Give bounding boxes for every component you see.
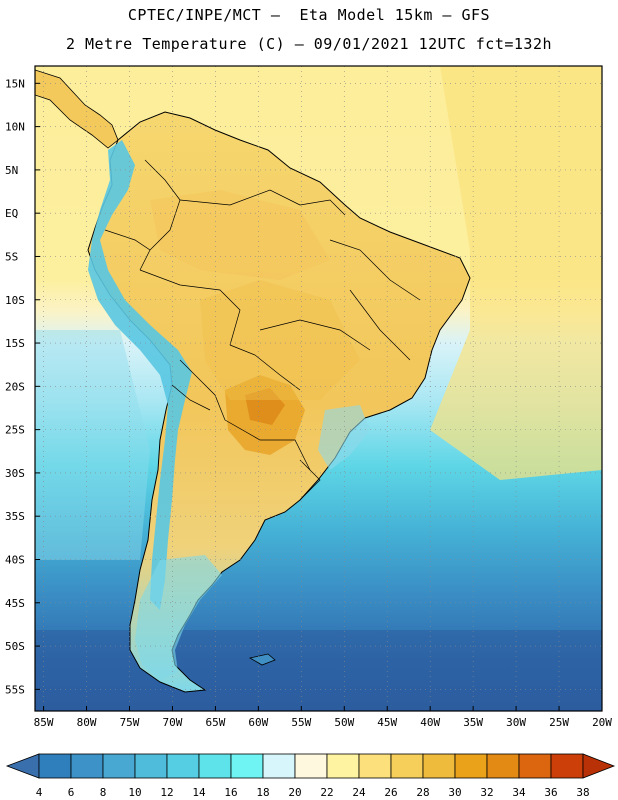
lon-label: 60W (248, 716, 268, 729)
se-brazil-cool (318, 405, 370, 470)
colorbar-box (38, 753, 72, 779)
colorbar-label: 8 (100, 786, 107, 799)
colorbar-box (358, 753, 392, 779)
chart-subtitle: 2 Metre Temperature (C) – 09/01/2021 12U… (65, 35, 553, 53)
warm-amazon (150, 190, 330, 280)
lat-label: 40S (5, 553, 25, 566)
colorbar-label: 16 (224, 786, 237, 799)
colorbar-label: 28 (416, 786, 429, 799)
lat-label: 35S (5, 510, 25, 523)
colorbar-box (134, 753, 168, 779)
colorbar-label: 18 (256, 786, 269, 799)
central-america (35, 69, 119, 149)
falkland-islands (248, 653, 276, 666)
andes (88, 140, 192, 610)
colorbar-arrow-left (5, 753, 40, 779)
lat-label: 30S (5, 467, 25, 480)
lon-label: 25W (549, 716, 569, 729)
lat-label: 10N (5, 121, 25, 134)
colorbar-label: 12 (160, 786, 173, 799)
colorbar-label: 36 (544, 786, 557, 799)
colorbar-box (550, 753, 584, 779)
colorbar-label: 22 (320, 786, 333, 799)
colorbar-box (262, 753, 296, 779)
lat-label: 45S (5, 597, 25, 610)
chart-title: CPTEC/INPE/MCT – Eta Model 15km – GFS (127, 6, 491, 24)
colorbar-label: 14 (192, 786, 206, 799)
colorbar-box (230, 753, 264, 779)
latitude-labels: 15N 10N 5N EQ 5S 10S 15S 20S 25S 30S 35S 40S 45S 50S 5… (5, 77, 40, 696)
lon-label: 80W (77, 716, 97, 729)
lon-label: 50W (334, 716, 354, 729)
colorbar-label: 4 (36, 786, 43, 799)
colorbar-box (102, 753, 136, 779)
colorbar-box (422, 753, 456, 779)
colorbar-label: 20 (288, 786, 301, 799)
colorbar-label: 6 (68, 786, 75, 799)
lon-label: 20W (592, 716, 612, 729)
colorbar-box (294, 753, 328, 779)
lon-label: 65W (205, 716, 225, 729)
lat-label: 55S (5, 683, 25, 696)
lon-label: 85W (34, 716, 54, 729)
colorbar-box (486, 753, 520, 779)
longitude-labels: 85W 80W 75W 70W 65W 60W 55W 50W 45W 40W 35W 30W 25W 2… (34, 706, 612, 729)
lat-label: 5S (5, 250, 18, 263)
cold-pacific-band (35, 330, 150, 560)
lon-label: 35W (463, 716, 483, 729)
colorbar-box (166, 753, 200, 779)
lon-label: 40W (420, 716, 440, 729)
lat-label: 25S (5, 424, 25, 437)
lon-label: 75W (120, 716, 140, 729)
colorbar-box (518, 753, 552, 779)
lat-label: 5N (5, 164, 18, 177)
colorbar-labels: 4 6 8 10 12 14 16 18 20 22 24 26 28 30 32 34 36 38 (36, 786, 590, 799)
colorbar-label: 26 (384, 786, 397, 799)
colorbar-label: 10 (128, 786, 141, 799)
lon-label: 45W (377, 716, 397, 729)
colorbar-box (326, 753, 360, 779)
colorbar-label: 30 (448, 786, 461, 799)
hot-region-core (245, 388, 285, 425)
lat-label: 15N (5, 77, 25, 90)
colorbar-box (390, 753, 424, 779)
colorbar-arrow-right (582, 753, 616, 779)
lon-label: 70W (163, 716, 183, 729)
map-frame (34, 65, 603, 712)
colorbar-label: 24 (352, 786, 366, 799)
patagonia (135, 555, 222, 680)
colorbar-box (198, 753, 232, 779)
lat-label: 10S (5, 294, 25, 307)
colorbar-box (454, 753, 488, 779)
lon-label: 55W (291, 716, 311, 729)
colorbar (5, 753, 616, 779)
colorbar-label: 32 (480, 786, 493, 799)
lat-label: 20S (5, 380, 25, 393)
country-borders (104, 159, 421, 501)
colorbar-box (70, 753, 104, 779)
lon-label: 30W (506, 716, 526, 729)
colorbar-label: 34 (512, 786, 526, 799)
lat-label: 50S (5, 640, 25, 653)
southern-ocean (35, 630, 602, 711)
lat-label: EQ (5, 207, 18, 220)
lat-label: 15S (5, 337, 25, 350)
colorbar-label: 38 (576, 786, 589, 799)
